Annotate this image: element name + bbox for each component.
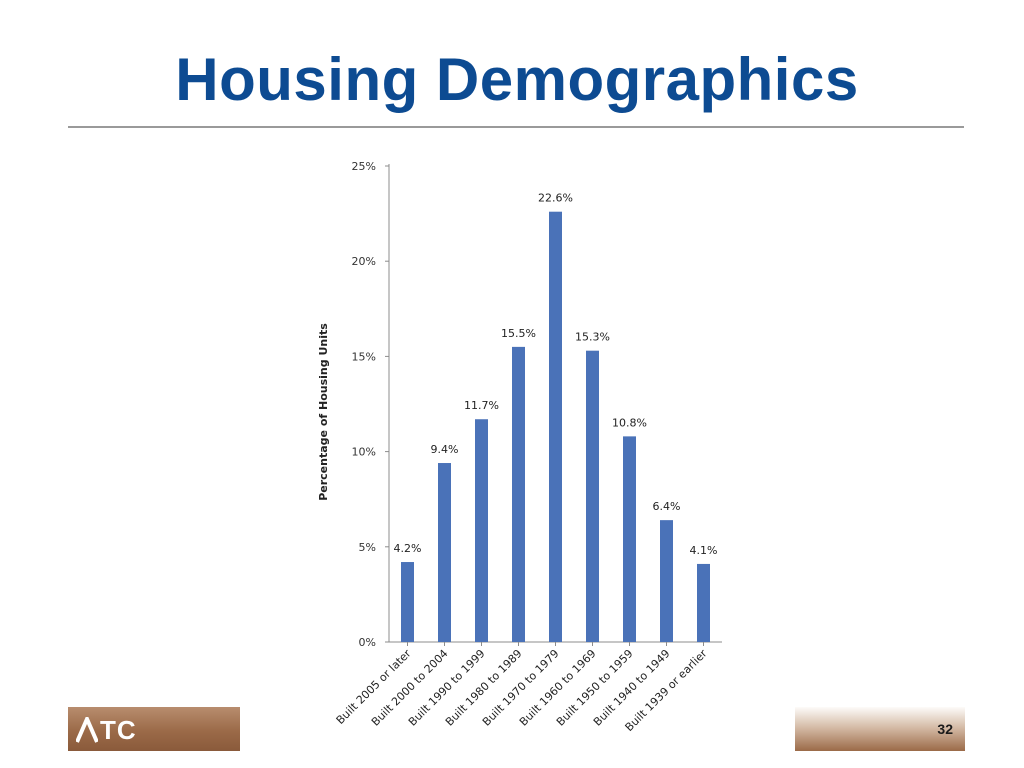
- y-tick-label: 10%: [352, 446, 376, 459]
- y-tick-label: 5%: [359, 541, 376, 554]
- housing-age-bar-chart: 0% 5% 10% 15% 20% 25% Percentage of Housing Un…: [300, 150, 740, 758]
- logo-text: TC: [100, 715, 137, 745]
- footer-logo-bar: TC: [68, 707, 240, 751]
- bar: [512, 346, 525, 642]
- bar: [586, 350, 599, 642]
- bar: [401, 562, 414, 642]
- logo-a-icon: [76, 717, 98, 743]
- bar-data-label: 15.3%: [575, 331, 610, 344]
- bar: [475, 419, 488, 642]
- page-number: 32: [937, 721, 953, 737]
- y-axis-title: Percentage of Housing Units: [317, 323, 330, 501]
- bar: [549, 211, 562, 643]
- slide-title: Housing Demographics: [175, 46, 859, 113]
- bar: [660, 520, 673, 642]
- y-tick-label: 0%: [359, 636, 376, 649]
- bar-data-label: 9.4%: [431, 443, 459, 456]
- bar-data-label: 6.4%: [653, 500, 681, 513]
- bar-data-label: 4.1%: [690, 544, 718, 557]
- bar: [697, 563, 710, 642]
- bar-data-label: 10.8%: [612, 416, 647, 429]
- title-divider: [68, 126, 964, 128]
- bar: [623, 436, 636, 642]
- y-tick-label: 20%: [352, 255, 376, 268]
- y-tick-label: 25%: [352, 160, 376, 173]
- chart-canvas: 0% 5% 10% 15% 20% 25% Percentage of Housing Un…: [317, 160, 722, 734]
- bar-data-label: 11.7%: [464, 399, 499, 412]
- bar-data-label: 22.6%: [538, 192, 573, 205]
- footer-page-bar: 32: [795, 707, 965, 751]
- bar: [438, 463, 451, 642]
- bar-data-label: 4.2%: [394, 542, 422, 555]
- atc-logo: TC: [76, 715, 137, 745]
- y-tick-label: 15%: [352, 350, 376, 363]
- bar-data-label: 15.5%: [501, 327, 536, 340]
